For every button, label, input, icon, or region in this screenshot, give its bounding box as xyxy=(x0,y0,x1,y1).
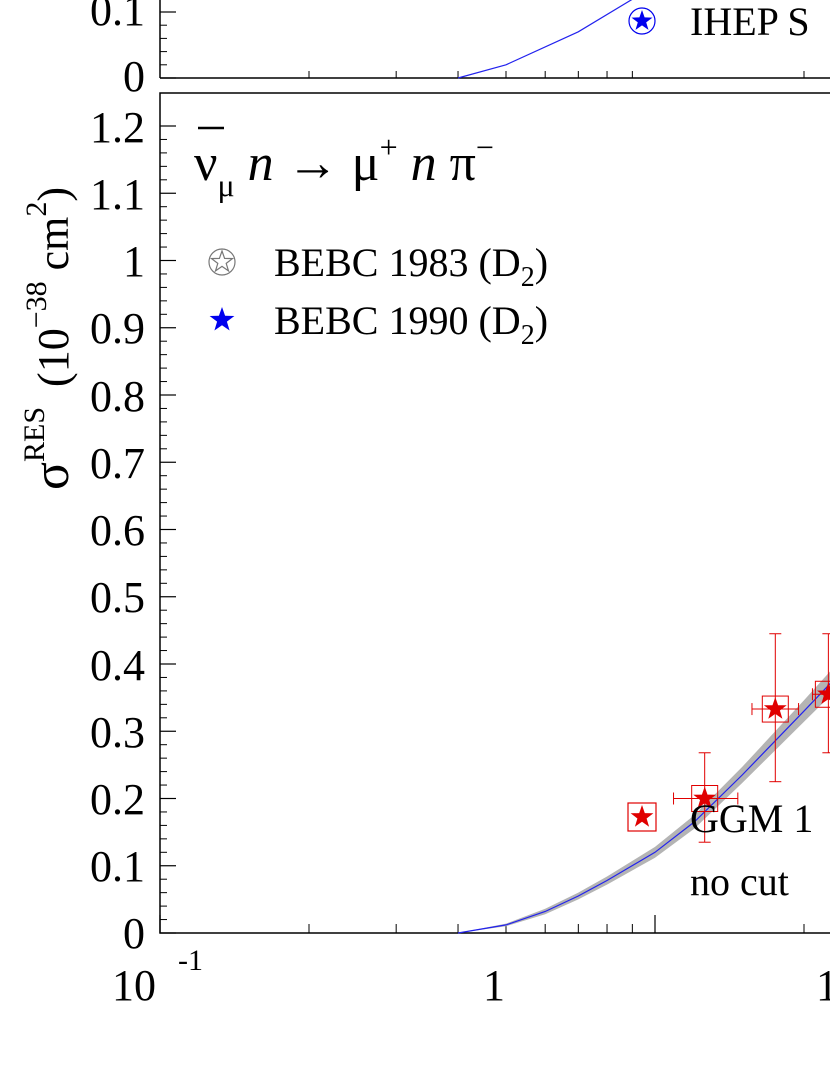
proc-mu: μ xyxy=(339,135,380,192)
top-legend-entry: IHEP S xyxy=(628,0,810,44)
top-ytick-label: 0.1 xyxy=(90,0,145,35)
ylabel-units-open: (10 xyxy=(29,328,78,387)
top-panel-ticks xyxy=(160,11,805,79)
proc-n2: n xyxy=(398,135,450,192)
legend-entry-bebc1983: BEBC 1983 (D2) xyxy=(208,240,548,293)
ytick-label-0.8: 0.8 xyxy=(90,372,145,421)
proc-pi: π xyxy=(450,135,476,192)
svg-text:BEBC 1990 (D2): BEBC 1990 (D2) xyxy=(274,298,548,351)
svg-text:νμ n → μ+ n π−: νμ n → μ+ n π− xyxy=(194,129,494,203)
xtick-label-exponent: -1 xyxy=(178,944,203,977)
legend-note: no cut xyxy=(690,859,789,904)
legend-bebc1983-label: BEBC 1983 (D xyxy=(274,240,521,285)
y-axis-label: σRES (10−38 cm2) xyxy=(18,187,80,490)
main-panel-frame xyxy=(159,92,830,934)
top-legend-marker xyxy=(628,7,656,35)
red-star-marker xyxy=(817,682,830,704)
ytick-label-0.2: 0.2 xyxy=(90,775,145,824)
proc-nu-sub: μ xyxy=(218,167,235,203)
top-panel-curve xyxy=(457,0,633,79)
ggm-point xyxy=(811,633,830,754)
ytick-label-1.2: 1.2 xyxy=(90,103,145,152)
main-panel-ticks xyxy=(159,125,805,934)
legend-marker-bebc1983 xyxy=(208,248,236,276)
x-tick-labels: 10 -1 1 1 xyxy=(112,944,830,1010)
main-panel: 0 0.1 0.2 0.3 0.4 0.5 0.6 0.7 0.8 0.9 1 … xyxy=(18,92,830,1010)
ytick-label-0.1: 0.1 xyxy=(90,842,145,891)
ytick-label-0.7: 0.7 xyxy=(90,439,145,488)
top-legend-label: IHEP S xyxy=(690,0,810,44)
point-box xyxy=(761,695,789,723)
ytick-label-0.5: 0.5 xyxy=(90,573,145,622)
point-box xyxy=(691,785,719,812)
data-points xyxy=(673,633,830,843)
ytick-label-0.4: 0.4 xyxy=(90,641,145,690)
ylabel-sigma: σ xyxy=(23,462,80,490)
ylabel-exp: −38 xyxy=(20,281,53,328)
xtick-label-base: 10 xyxy=(112,961,156,1010)
svg-text:σRES(10−38 cm2): σRES (10−38 cm2) xyxy=(18,187,80,490)
ytick-label-0: 0 xyxy=(123,909,145,958)
ggm-point xyxy=(673,752,739,843)
ytick-label-0.3: 0.3 xyxy=(90,708,145,757)
ggm-point xyxy=(751,633,800,783)
ylabel-sup: RES xyxy=(18,407,51,462)
ylabel-units-close: ) xyxy=(29,187,78,202)
proc-nu: ν xyxy=(194,135,218,192)
legend-bebc1990-sub: 2 xyxy=(521,320,535,351)
legend: BEBC 1983 (D2) BEBC 1990 (D2) GGM 1 no c… xyxy=(208,240,813,904)
blue-star-icon xyxy=(631,10,653,30)
ytick-label-1.1: 1.1 xyxy=(90,170,145,219)
proc-arrow: → xyxy=(287,135,339,192)
legend-bebc1990-label: BEBC 1990 (D xyxy=(274,298,521,343)
xtick-label-1: 1 xyxy=(483,961,505,1010)
open-star-icon xyxy=(209,249,235,273)
legend-entry-ggm: GGM 1 xyxy=(627,796,813,841)
theory-curve xyxy=(457,682,830,934)
proc-n1: n xyxy=(235,135,287,192)
legend-bebc1990-close: ) xyxy=(535,298,548,343)
y-tick-labels: 0 0.1 0.2 0.3 0.4 0.5 0.6 0.7 0.8 0.9 1 … xyxy=(90,103,145,958)
proc-mu-sup: + xyxy=(380,129,398,165)
process-annotation: νμ n → μ+ n π− xyxy=(194,126,494,203)
svg-text:BEBC 1983 (D2): BEBC 1983 (D2) xyxy=(274,240,548,293)
proc-pi-sup: − xyxy=(476,129,494,165)
top-ytick-label: 0 xyxy=(123,52,145,101)
red-star-marker xyxy=(763,697,787,719)
ytick-label-0.6: 0.6 xyxy=(90,506,145,555)
point-box xyxy=(814,680,830,708)
ytick-label-0.9: 0.9 xyxy=(90,304,145,353)
red-star-icon xyxy=(630,805,654,827)
ytick-label-1: 1 xyxy=(123,237,145,286)
legend-bebc1983-close: ) xyxy=(535,240,548,285)
top-panel: 0.1 0 IHEP S xyxy=(90,0,830,101)
ylabel-cm-exp: 2 xyxy=(20,202,53,217)
legend-entry-bebc1990: BEBC 1990 (D2) xyxy=(209,298,548,351)
xtick-label-10-partial: 1 xyxy=(816,961,830,1010)
ylabel-cm: cm xyxy=(29,217,78,282)
red-star-marker xyxy=(693,786,717,809)
legend-marker-ggm-box xyxy=(627,802,657,832)
blue-star-icon xyxy=(209,307,235,331)
legend-bebc1983-sub: 2 xyxy=(521,262,535,293)
legend-ggm-label: GGM 1 xyxy=(690,796,813,841)
